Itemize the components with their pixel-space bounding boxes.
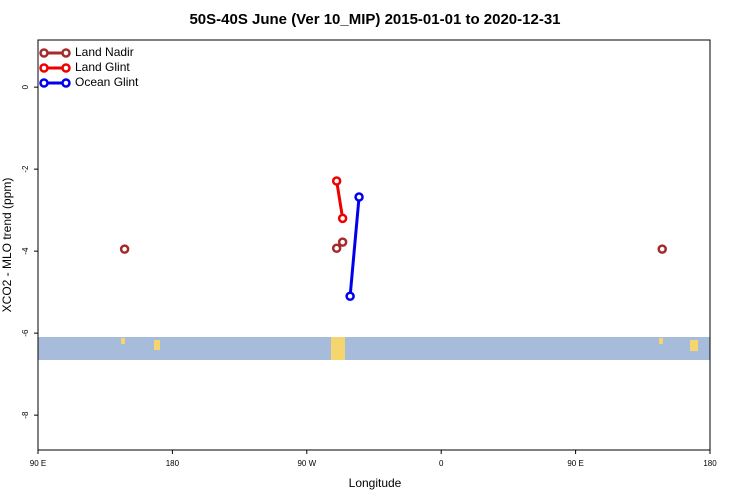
x-tick-label: 0 <box>439 459 444 468</box>
y-axis-label: XCO2 - MLO trend (ppm) <box>0 178 14 313</box>
x-tick-label: 90 E <box>30 459 46 468</box>
y-tick-label: -4 <box>21 247 30 255</box>
land-shapes <box>121 337 698 360</box>
legend-marker <box>61 63 71 73</box>
plot-frame <box>37 39 711 451</box>
data-point <box>331 176 342 186</box>
legend-marker <box>61 78 71 88</box>
series-line <box>335 180 345 219</box>
data-point <box>331 243 342 254</box>
legend-marker <box>39 48 49 58</box>
x-tick-label: 180 <box>703 459 717 468</box>
chart-title: 50S-40S June (Ver 10_MIP) 2015-01-01 to … <box>189 11 560 28</box>
x-tick-label: 180 <box>166 459 180 468</box>
legend-marker <box>61 48 71 58</box>
data-point <box>119 244 130 254</box>
y-tick-label: -2 <box>21 165 30 173</box>
y-tick-label: -6 <box>21 329 30 337</box>
data-point <box>657 244 667 254</box>
map-strip <box>38 337 710 360</box>
legend-marker <box>39 78 49 88</box>
x-axis-label: Longitude <box>349 476 402 490</box>
x-tick-label: 90 E <box>567 459 583 468</box>
legend-label: Land Glint <box>75 60 130 74</box>
y-tick-label: 0 <box>21 84 30 89</box>
data-point <box>337 213 348 224</box>
data-point <box>337 237 348 247</box>
legend-marker <box>39 63 49 73</box>
data-point <box>354 192 364 202</box>
series-line <box>348 196 361 297</box>
y-tick-label: -8 <box>21 411 30 419</box>
legend-label: Ocean Glint <box>75 75 139 89</box>
data-point <box>345 291 355 301</box>
x-tick-label: 90 W <box>297 459 316 468</box>
legend-label: Land Nadir <box>75 45 134 59</box>
